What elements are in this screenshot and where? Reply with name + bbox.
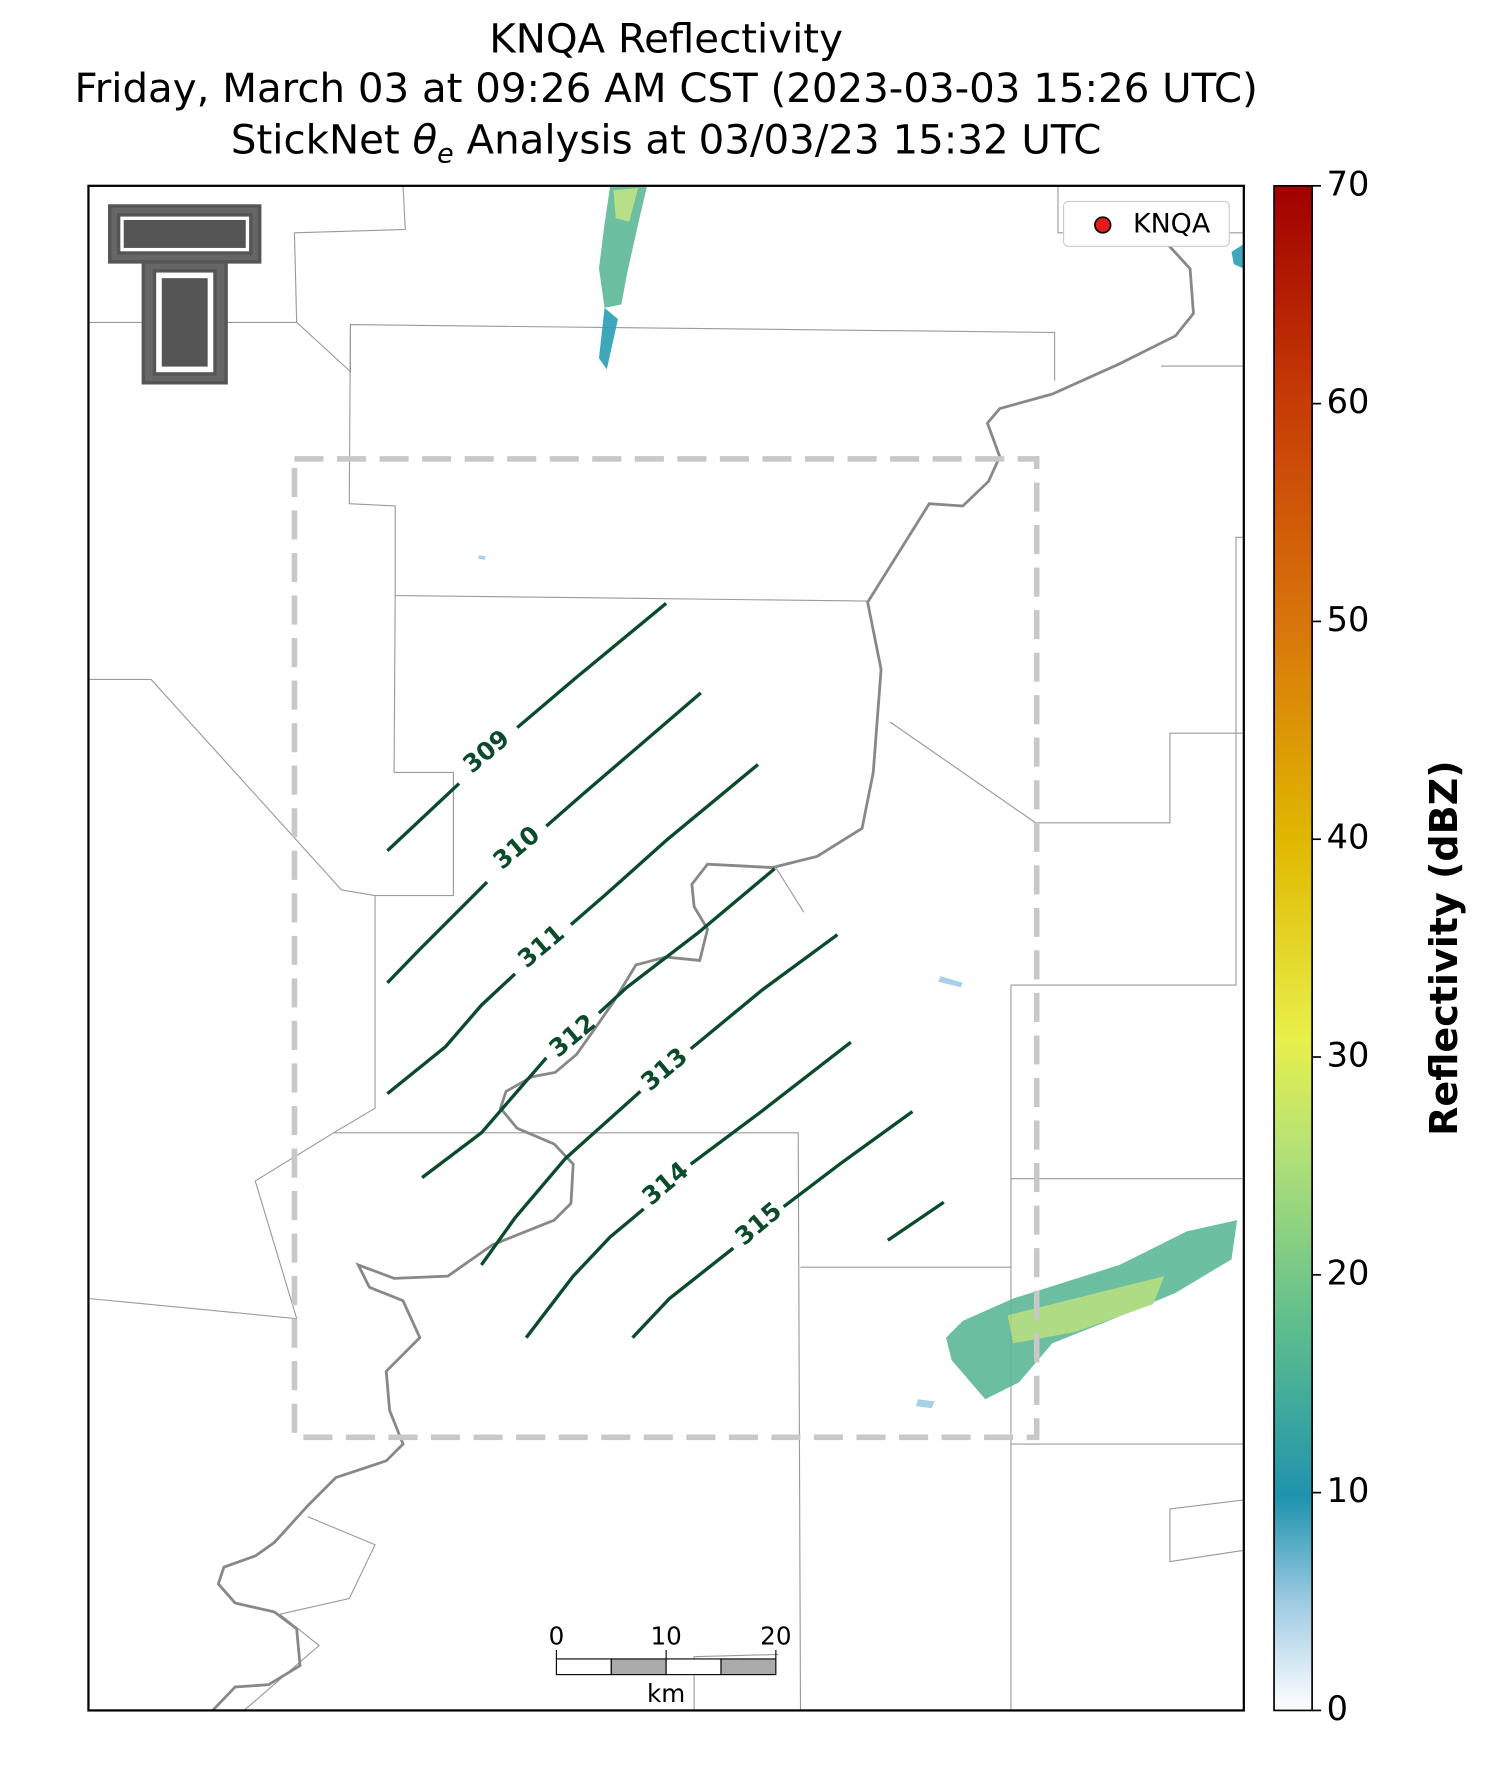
analysis-domain: [291, 456, 1040, 1441]
title-text: StickNet: [231, 116, 413, 163]
scale-bar: 0 10 20 km: [549, 1622, 792, 1708]
title-symbol: θ: [413, 116, 438, 163]
legend-box: [1063, 200, 1230, 247]
scale-tick-label: 20: [760, 1622, 791, 1651]
scale-tick-label: 0: [549, 1622, 565, 1651]
radar-echoes: [478, 185, 1244, 1409]
colorbar-tick-label: 40: [1327, 818, 1370, 857]
scale-segment: [720, 1658, 777, 1676]
legend-label: KNQA: [1133, 208, 1211, 239]
contours: [386, 602, 945, 1339]
scale-segment: [610, 1658, 667, 1676]
map-frame: [87, 184, 1245, 1712]
colorbar-ticks: 0 10 20 30 40 50 60 70: [1312, 164, 1369, 1728]
colorbar-tick-label: 10: [1327, 1471, 1370, 1510]
title-text: Analysis at 03/03/23 15:32 UTC: [454, 116, 1102, 163]
colorbar-label: Reflectivity (dBZ): [1422, 760, 1466, 1136]
scale-segment: [665, 1658, 722, 1676]
river: [211, 239, 1195, 1711]
colorbar-tick-label: 20: [1327, 1253, 1370, 1292]
map: [88, 185, 1244, 1711]
logo: [108, 204, 262, 385]
legend-marker: [1094, 216, 1112, 234]
scale-segment: [555, 1658, 612, 1676]
colorbar-tick-label: 70: [1327, 164, 1370, 203]
title-line: KNQA Reflectivity: [489, 16, 843, 63]
title-line: StickNet θe Analysis at 03/03/23 15:32 U…: [231, 116, 1101, 169]
title-subscript: e: [437, 138, 454, 169]
title-line: Friday, March 03 at 09:26 AM CST (2023-0…: [74, 65, 1257, 112]
scale-tick-label: 10: [650, 1622, 681, 1651]
colorbar-tick-label: 50: [1327, 600, 1370, 639]
colorbar-tick-label: 60: [1327, 382, 1370, 421]
colorbar-tick-label: 0: [1327, 1689, 1348, 1728]
scale-unit: km: [647, 1679, 685, 1708]
colorbar: [1273, 184, 1313, 1712]
colorbar-tick-label: 30: [1327, 1036, 1370, 1075]
legend: KNQA: [1063, 200, 1230, 247]
